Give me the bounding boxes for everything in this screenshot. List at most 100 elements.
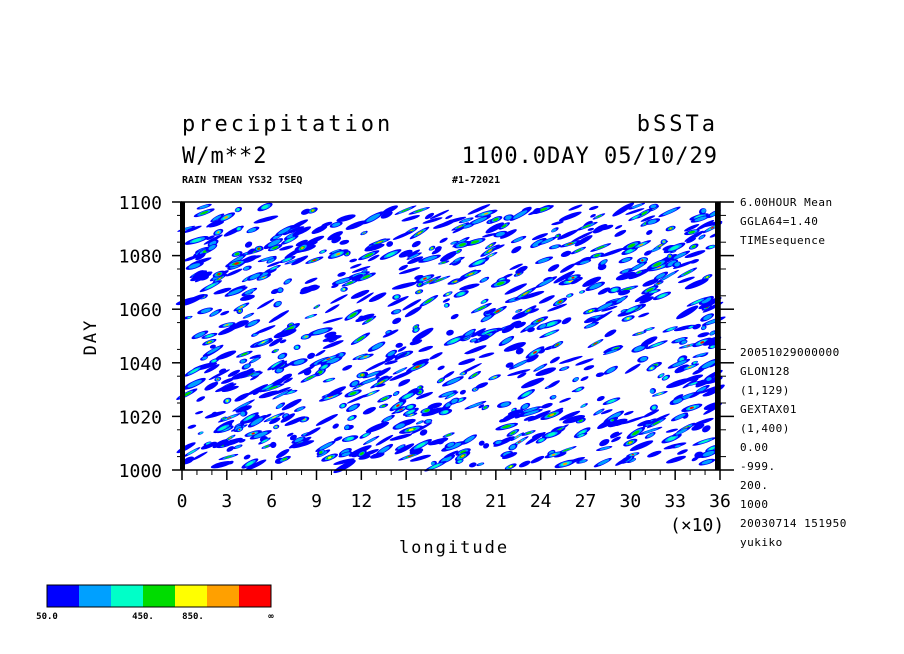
streak — [587, 227, 595, 231]
streak — [429, 352, 443, 360]
streak-core-1 — [393, 309, 400, 314]
streak-core-0 — [469, 462, 477, 468]
streak-core-1 — [672, 398, 683, 404]
streak — [518, 408, 543, 418]
streak — [525, 431, 546, 445]
streak — [621, 315, 635, 322]
streak — [578, 290, 586, 294]
streak — [346, 394, 369, 404]
streak-core-0 — [601, 224, 614, 231]
streak-core-1 — [597, 302, 613, 311]
streak-core-0 — [253, 215, 279, 224]
streak — [686, 324, 696, 330]
streak — [200, 355, 208, 361]
streak — [501, 452, 518, 460]
streak — [629, 440, 654, 452]
streak — [479, 276, 490, 283]
streak — [263, 413, 272, 419]
streak-core-0 — [227, 460, 234, 465]
streak-core-0 — [433, 220, 455, 229]
streak — [336, 214, 356, 223]
streak — [258, 437, 271, 445]
streak-core-0 — [644, 250, 652, 256]
streak-core-0 — [208, 221, 225, 228]
streak-core-0 — [622, 415, 646, 425]
streak-core-1 — [535, 365, 545, 371]
streak — [522, 307, 535, 315]
streak — [531, 233, 549, 241]
streak-core-0 — [322, 340, 344, 349]
streak — [444, 391, 459, 400]
streak — [699, 385, 720, 394]
streak-core-0 — [311, 285, 320, 291]
side-info-line: 20030714 151950 — [740, 517, 847, 530]
streak — [203, 441, 212, 446]
streak-core-1 — [701, 208, 706, 214]
streak-core-3 — [589, 310, 593, 312]
streak — [437, 260, 450, 265]
streak-core-2 — [611, 419, 614, 422]
streak-core-0 — [273, 328, 297, 339]
streak — [190, 451, 208, 461]
side-info-top: 6.00HOUR Mean GGLA64=1.40 TIMEsequence — [740, 196, 832, 247]
streak-core-2 — [607, 399, 616, 403]
streak — [511, 246, 522, 254]
streak-core-1 — [464, 435, 475, 443]
streak — [514, 287, 537, 301]
streak-core-2 — [188, 450, 196, 455]
streak-core-1 — [505, 215, 512, 220]
streak-core-3 — [224, 216, 228, 219]
streak — [322, 335, 342, 342]
streak — [684, 250, 706, 259]
streak-core-1 — [194, 331, 206, 338]
streak — [610, 432, 623, 439]
streak-core-1 — [267, 239, 281, 247]
streak — [631, 344, 649, 353]
streak — [609, 431, 620, 438]
streak — [212, 273, 228, 283]
streak-core-0 — [465, 345, 487, 355]
streak-core-0 — [689, 391, 703, 399]
streak-core-1 — [579, 260, 590, 265]
streak — [661, 374, 671, 381]
streak — [184, 364, 205, 377]
streak-core-1 — [701, 360, 716, 369]
streak — [420, 275, 442, 287]
streak — [344, 424, 351, 431]
streak-core-3 — [658, 393, 662, 395]
streak — [263, 412, 285, 423]
streak-core-2 — [234, 252, 240, 256]
streak — [347, 414, 357, 421]
streak — [355, 313, 375, 323]
streak — [397, 346, 407, 352]
streak-core-0 — [398, 379, 411, 387]
streak — [684, 229, 700, 236]
streak — [291, 440, 315, 449]
colorbar-label: 450. — [132, 612, 154, 622]
streak-core-1 — [495, 440, 502, 445]
streak — [279, 245, 294, 251]
streak-core-1 — [639, 356, 648, 362]
streak-core-1 — [532, 240, 543, 247]
streak-core-0 — [409, 339, 423, 346]
streak — [692, 437, 717, 446]
streak — [247, 248, 255, 255]
streak — [584, 317, 596, 324]
streak — [618, 256, 633, 264]
streak — [407, 249, 421, 258]
streak — [241, 363, 251, 370]
streak-core-3 — [626, 317, 630, 320]
streak — [470, 302, 492, 314]
streak — [549, 356, 560, 364]
streak-core-3 — [312, 259, 317, 262]
streak-core-0 — [231, 369, 255, 380]
streak — [283, 377, 293, 384]
streak — [481, 233, 497, 238]
streak-core-3 — [226, 399, 229, 402]
streak-core-1 — [523, 410, 539, 416]
streak-core-0 — [515, 265, 528, 274]
streak-core-0 — [281, 398, 302, 411]
streak-core-0 — [422, 217, 443, 224]
streak — [367, 254, 380, 262]
streak — [444, 441, 456, 449]
